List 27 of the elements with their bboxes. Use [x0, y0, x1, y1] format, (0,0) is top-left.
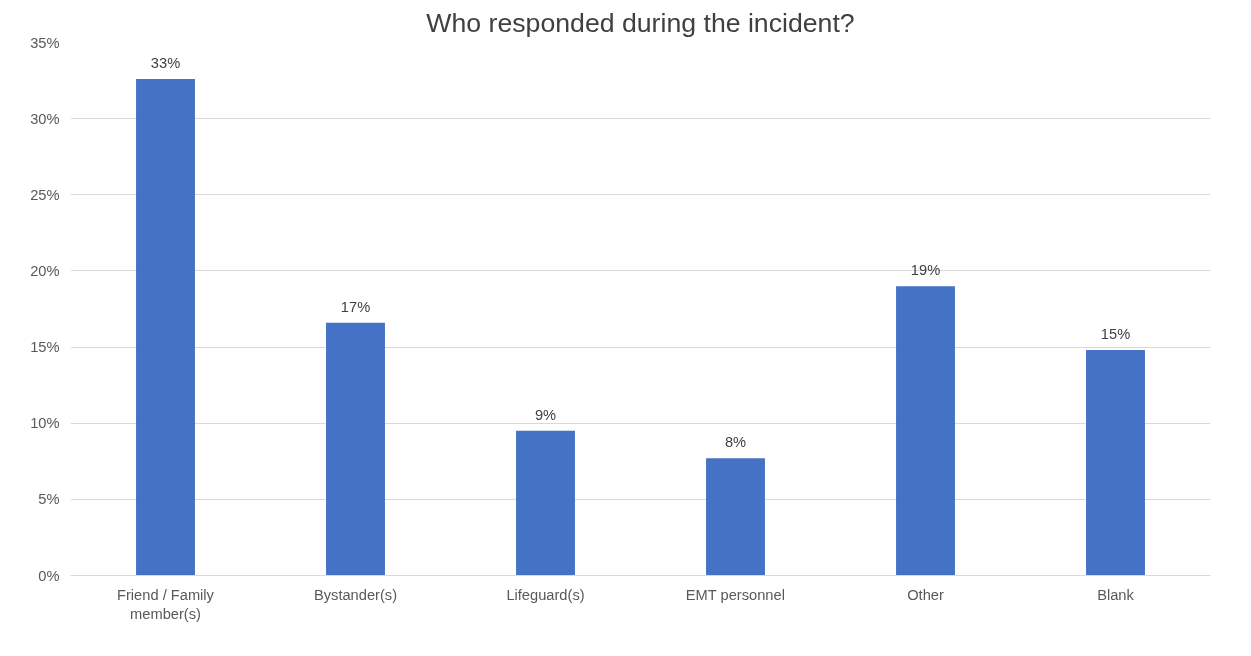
x-tick-label: EMT personnel: [685, 586, 785, 603]
y-tick-label: 0%: [38, 567, 60, 584]
data-label: 9%: [534, 406, 557, 423]
x-tick-label: Blank: [1097, 586, 1135, 603]
y-tick-label: 20%: [30, 262, 60, 279]
bar: [326, 322, 385, 576]
y-tick-label: 30%: [30, 110, 60, 127]
bar: [1086, 350, 1145, 576]
data-label: 17%: [340, 298, 371, 315]
y-tick-label: 25%: [30, 186, 60, 203]
bar: [706, 458, 765, 576]
bar: [516, 430, 575, 576]
y-tick-label: 5%: [38, 491, 60, 508]
chart-title: Who responded during the incident?: [426, 7, 855, 38]
x-tick-label: Other: [907, 586, 944, 603]
x-tick-label: Bystander(s): [313, 586, 398, 603]
x-tick-label: Lifeguard(s): [506, 586, 585, 603]
data-label: 19%: [910, 262, 941, 279]
y-tick-label: 15%: [30, 339, 60, 356]
x-tick-label: Friend / Family member(s): [117, 586, 215, 622]
bar: [136, 79, 195, 576]
data-label: 33%: [150, 55, 181, 72]
y-tick-label: 35%: [30, 34, 60, 51]
data-label: 15%: [1100, 326, 1131, 343]
y-tick-label: 10%: [30, 415, 60, 432]
data-label: 8%: [724, 434, 747, 451]
bar: [896, 286, 955, 576]
